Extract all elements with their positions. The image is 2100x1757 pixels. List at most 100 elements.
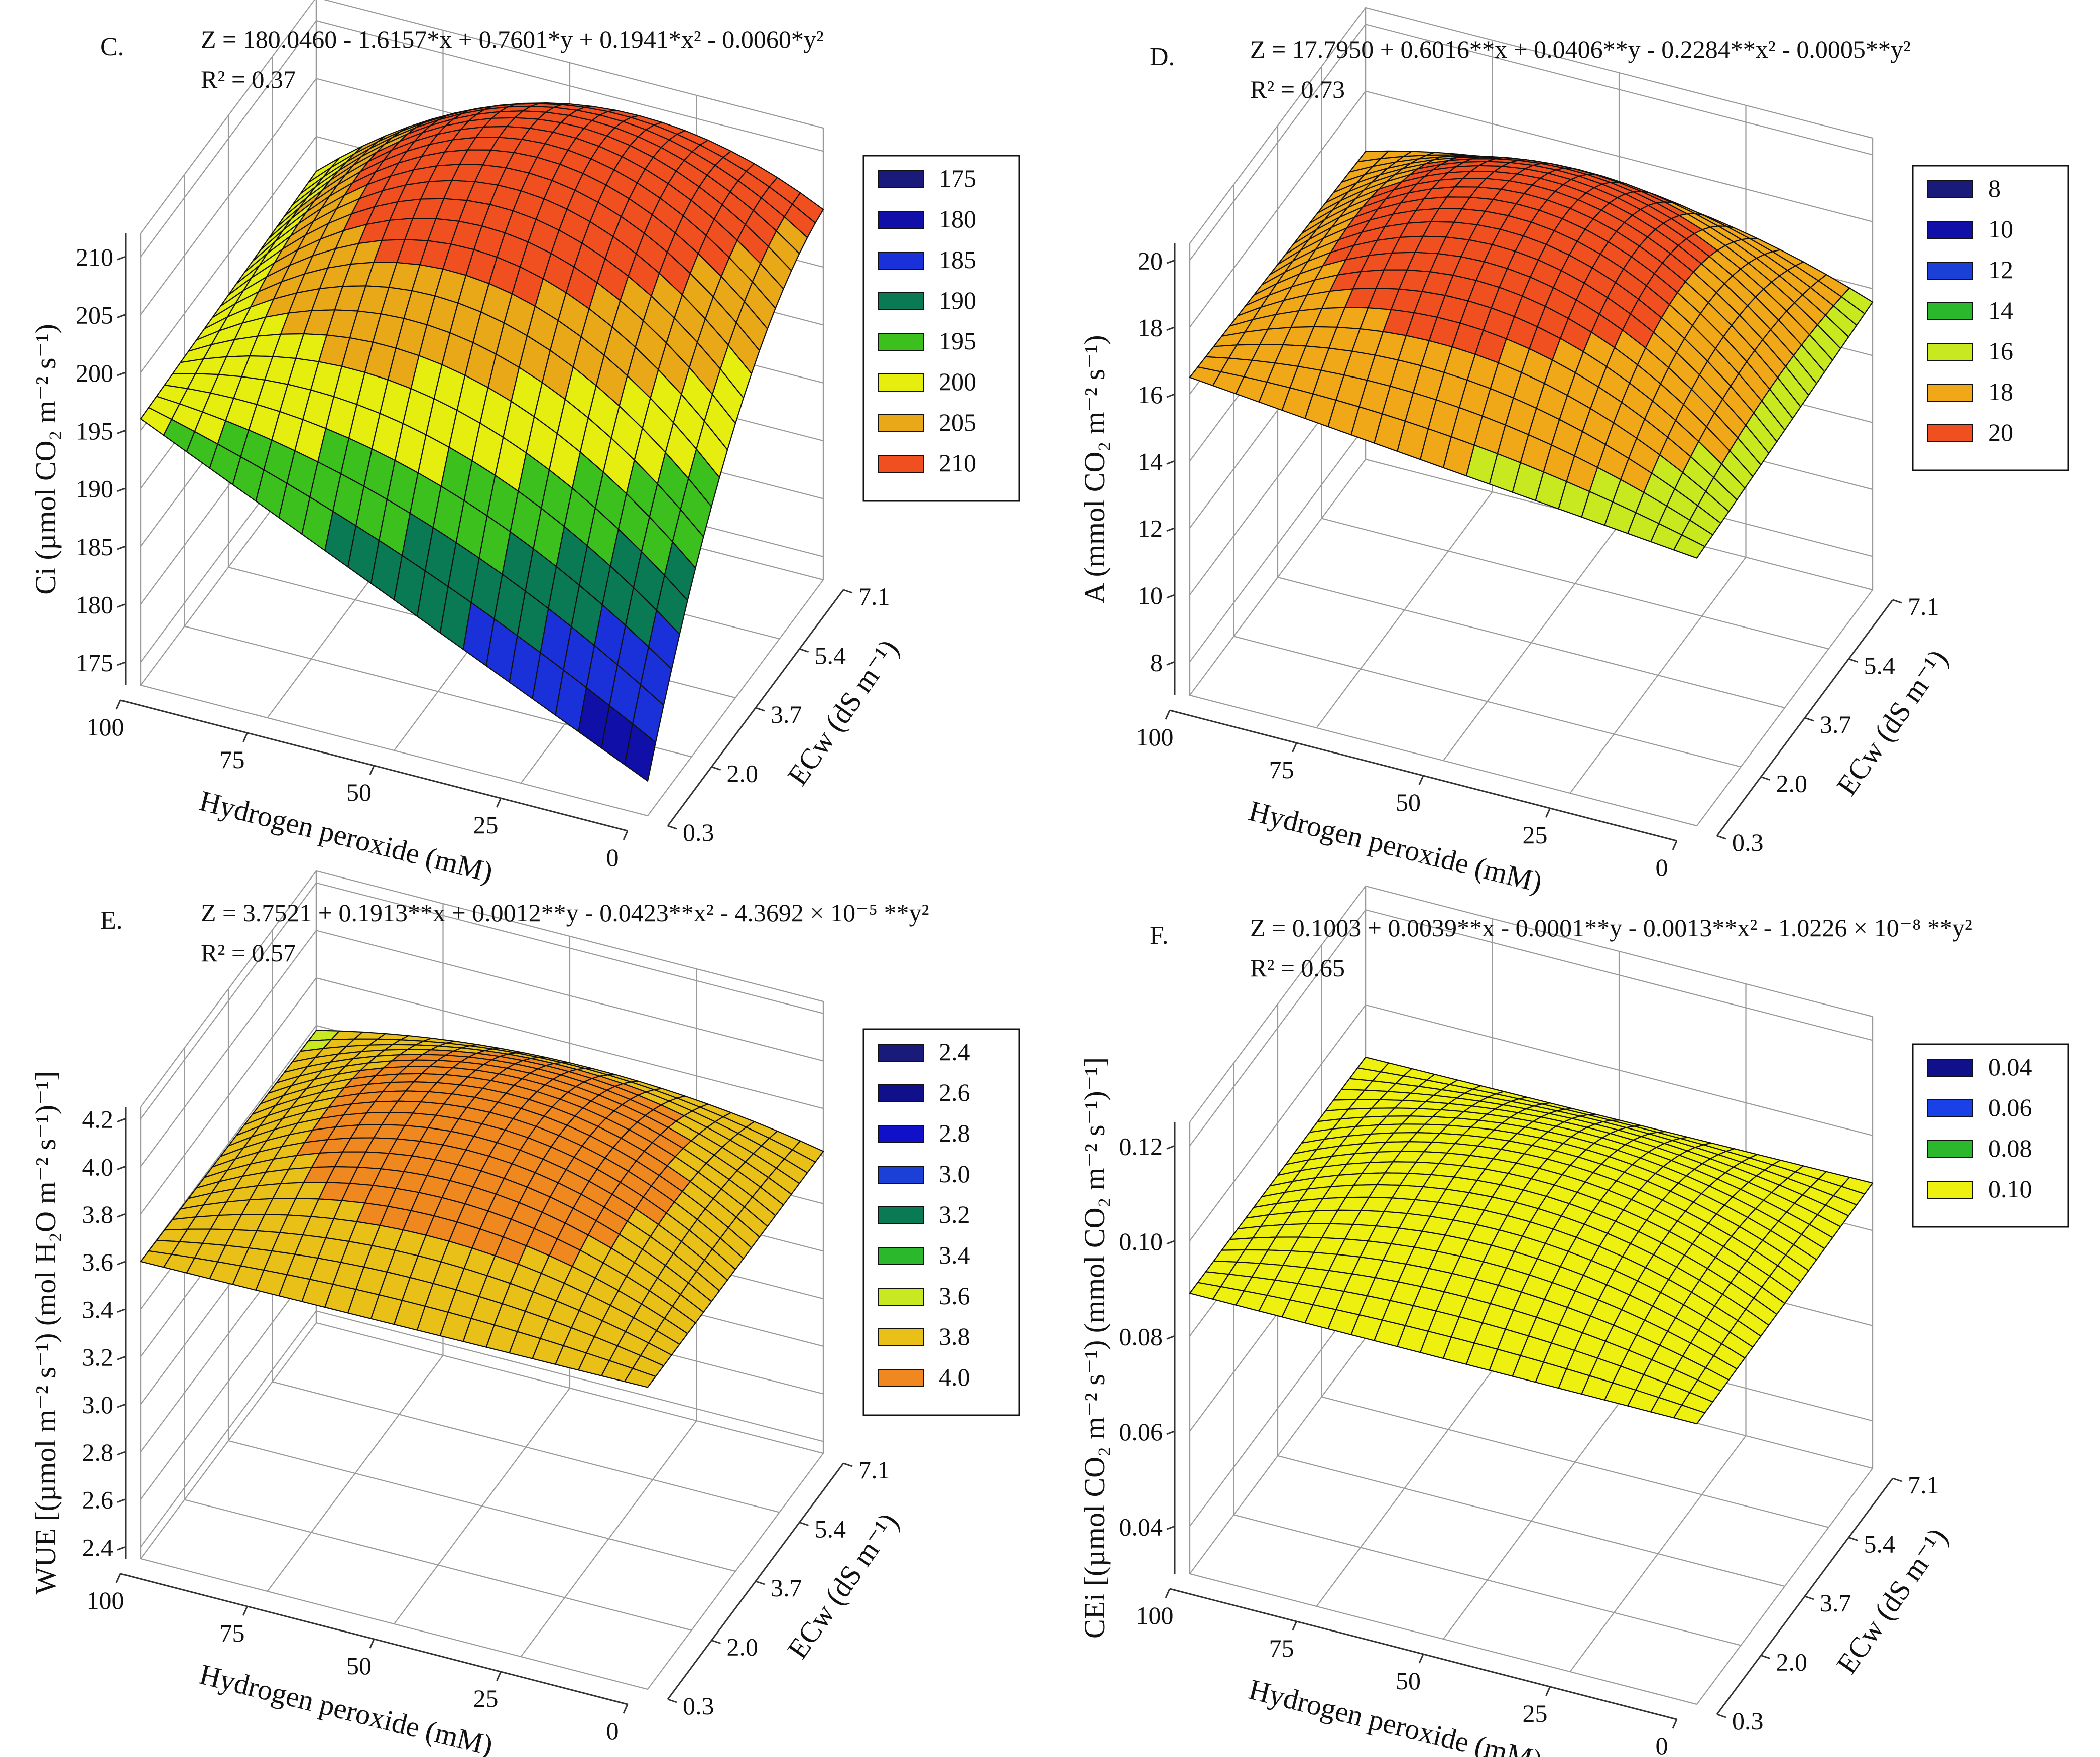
legend-box — [862, 155, 1020, 502]
y-tick-mark — [1892, 1477, 1902, 1482]
y-tick-mark — [843, 589, 853, 594]
panel-letter: C. — [100, 33, 125, 61]
x-tick-mark — [1165, 710, 1171, 720]
y-tick-mark — [711, 1640, 721, 1644]
legend-label: 18 — [1988, 378, 2013, 406]
x-tick-label: 50 — [346, 778, 372, 806]
panel-f: 0 25 50 75 100 0.3 2.0 3.7 5.4 7.1 0.04 0.06 0.08 0.1… — [1078, 885, 2069, 1757]
x-tick-label: 0 — [606, 843, 619, 871]
z-tick-mark — [1166, 527, 1175, 532]
y-tick-mark — [843, 1462, 853, 1467]
y-tick-label: 3.7 — [771, 700, 802, 728]
legend-swatch — [878, 1166, 924, 1184]
legend-swatch — [1927, 221, 1973, 239]
x-tick-label: 0 — [1656, 1732, 1668, 1757]
x-tick-mark — [496, 798, 502, 808]
z-tick-label: 0.04 — [1119, 1513, 1163, 1541]
legend-label: 8 — [1988, 174, 2001, 202]
axes-walls — [140, 870, 824, 1690]
legend-swatch — [878, 1247, 924, 1265]
legend-swatch — [878, 211, 924, 229]
r-squared: R² = 0.57 — [201, 939, 296, 967]
z-tick-mark — [117, 1213, 126, 1218]
legend-label: 3.4 — [939, 1241, 970, 1269]
legend-swatch — [1927, 180, 1973, 198]
z-tick-mark — [117, 1308, 126, 1313]
legend-label: 14 — [1988, 296, 2013, 324]
legend-label: 2.6 — [939, 1078, 970, 1106]
z-tick-mark — [1166, 393, 1175, 398]
y-tick-label: 0.3 — [683, 818, 714, 846]
x-tick-mark — [1292, 1621, 1297, 1631]
surface — [140, 1030, 824, 1388]
legend-swatch — [1927, 424, 1973, 442]
legend-label: 3.0 — [939, 1160, 970, 1188]
x-tick-label: 25 — [1523, 1699, 1548, 1727]
legend: 2.4 2.6 2.8 3.0 3.2 3.4 3.6 3.8 4.0 — [862, 1028, 1020, 1416]
surface-cell — [624, 723, 657, 782]
legend-swatch — [1927, 262, 1973, 280]
legend-label: 3.6 — [939, 1282, 970, 1310]
r-squared: R² = 0.73 — [1250, 75, 1345, 103]
x-tick-mark — [369, 1639, 375, 1649]
legend-swatch — [878, 333, 924, 351]
legend-label: 195 — [939, 327, 976, 355]
z-tick-mark — [117, 603, 126, 608]
x-tick-label: 25 — [1523, 821, 1548, 849]
y-tick-label: 0.3 — [1732, 1707, 1764, 1735]
z-tick-label: 3.6 — [82, 1248, 114, 1276]
grid-line — [227, 989, 736, 1572]
x-tick-mark — [1545, 808, 1551, 818]
legend: 8 10 12 14 16 18 20 — [1912, 165, 2069, 471]
legend-swatch — [878, 252, 924, 270]
legend-swatch — [878, 1044, 924, 1062]
x-tick-mark — [115, 700, 121, 710]
x-tick-mark — [623, 830, 629, 840]
legend-label: 12 — [1988, 256, 2013, 284]
panel-e: 0 25 50 75 100 0.3 2.0 3.7 5.4 7.1 2.4 2.6 2.8 3.0 3.2… — [29, 870, 1020, 1757]
z-tick-label: 185 — [76, 533, 113, 561]
z-tick-mark — [1166, 661, 1175, 666]
grid-line — [1277, 1004, 1785, 1587]
surface-cell — [1673, 534, 1706, 559]
grid-line — [1233, 1063, 1741, 1646]
x-tick-mark — [1418, 775, 1424, 785]
legend-label: 190 — [939, 286, 976, 314]
y-tick-mark — [1848, 1537, 1858, 1541]
r-squared: R² = 0.37 — [201, 65, 296, 93]
y-tick-label: 0.3 — [683, 1692, 714, 1720]
legend-swatch — [878, 455, 924, 473]
legend-label: 0.08 — [1988, 1134, 2032, 1162]
z-tick-label: 175 — [76, 649, 113, 677]
surface — [140, 102, 824, 782]
legend-swatch — [878, 1369, 924, 1387]
r-squared: R² = 0.65 — [1250, 954, 1345, 982]
x-tick-label: 75 — [220, 745, 245, 774]
y-tick-mark — [1804, 717, 1814, 722]
x-tick-label: 0 — [1656, 853, 1668, 882]
legend-swatch — [1927, 302, 1973, 320]
y-tick-mark — [799, 648, 809, 653]
z-tick-label: 180 — [76, 590, 113, 618]
z-tick-label: 205 — [76, 301, 113, 329]
legend-swatch — [1927, 1140, 1973, 1158]
y-tick-label: 5.4 — [1864, 652, 1896, 680]
legend-swatch — [878, 292, 924, 310]
grid-line — [272, 930, 780, 1513]
z-axis-title: Ci (µmol CO₂ m⁻² s⁻¹) — [29, 324, 62, 595]
surface-cell — [1673, 1404, 1706, 1425]
y-tick-mark — [711, 766, 721, 771]
legend-swatch — [878, 170, 924, 188]
legend-label: 3.8 — [939, 1322, 970, 1350]
panel-letter: E. — [100, 906, 123, 935]
surface-cell — [624, 1367, 657, 1388]
legend-swatch — [1927, 1181, 1973, 1199]
z-tick-label: 195 — [76, 417, 113, 445]
z-tick-mark — [117, 429, 126, 434]
y-tick-label: 2.0 — [1776, 1648, 1808, 1676]
x-tick-mark — [623, 1704, 629, 1714]
legend-swatch — [878, 1084, 924, 1102]
legend-swatch — [878, 1328, 924, 1346]
z-axis-title: WUE [(µmol m⁻² s⁻¹) (mol H₂O m⁻² s⁻¹)⁻¹] — [29, 1071, 62, 1595]
